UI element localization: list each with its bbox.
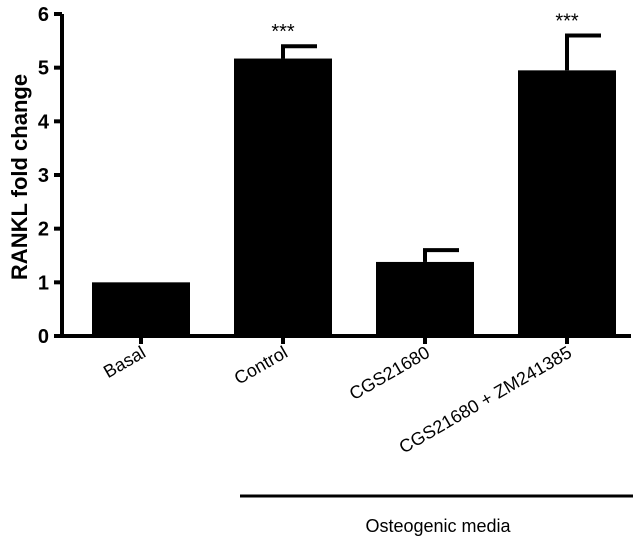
bar	[92, 282, 190, 336]
bars: *** ***	[92, 10, 616, 336]
bar	[376, 261, 474, 336]
y-tick-label: 2	[38, 219, 49, 241]
significance-label: ***	[555, 10, 579, 32]
y-tick-label: 1	[38, 272, 49, 294]
x-tick-label: Basal	[100, 342, 149, 382]
y-tick-label: 5	[38, 58, 49, 80]
y-tick-label: 3	[38, 165, 49, 187]
x-tick-label: CGS21680	[346, 342, 433, 404]
y-axis-label: RANKL fold change	[7, 74, 32, 280]
bar	[234, 58, 332, 336]
significance-label: ***	[271, 21, 295, 43]
y-axis: 0 1 2 3 4 5 6	[38, 4, 64, 348]
y-tick-label: 6	[38, 4, 49, 26]
y-tick-label: 0	[38, 326, 49, 348]
y-tick-label: 4	[38, 111, 50, 133]
bar	[518, 70, 616, 336]
group-label: Osteogenic media	[365, 516, 511, 536]
group-bracket: Osteogenic media	[240, 494, 633, 536]
x-tick-label: Control	[231, 342, 291, 388]
